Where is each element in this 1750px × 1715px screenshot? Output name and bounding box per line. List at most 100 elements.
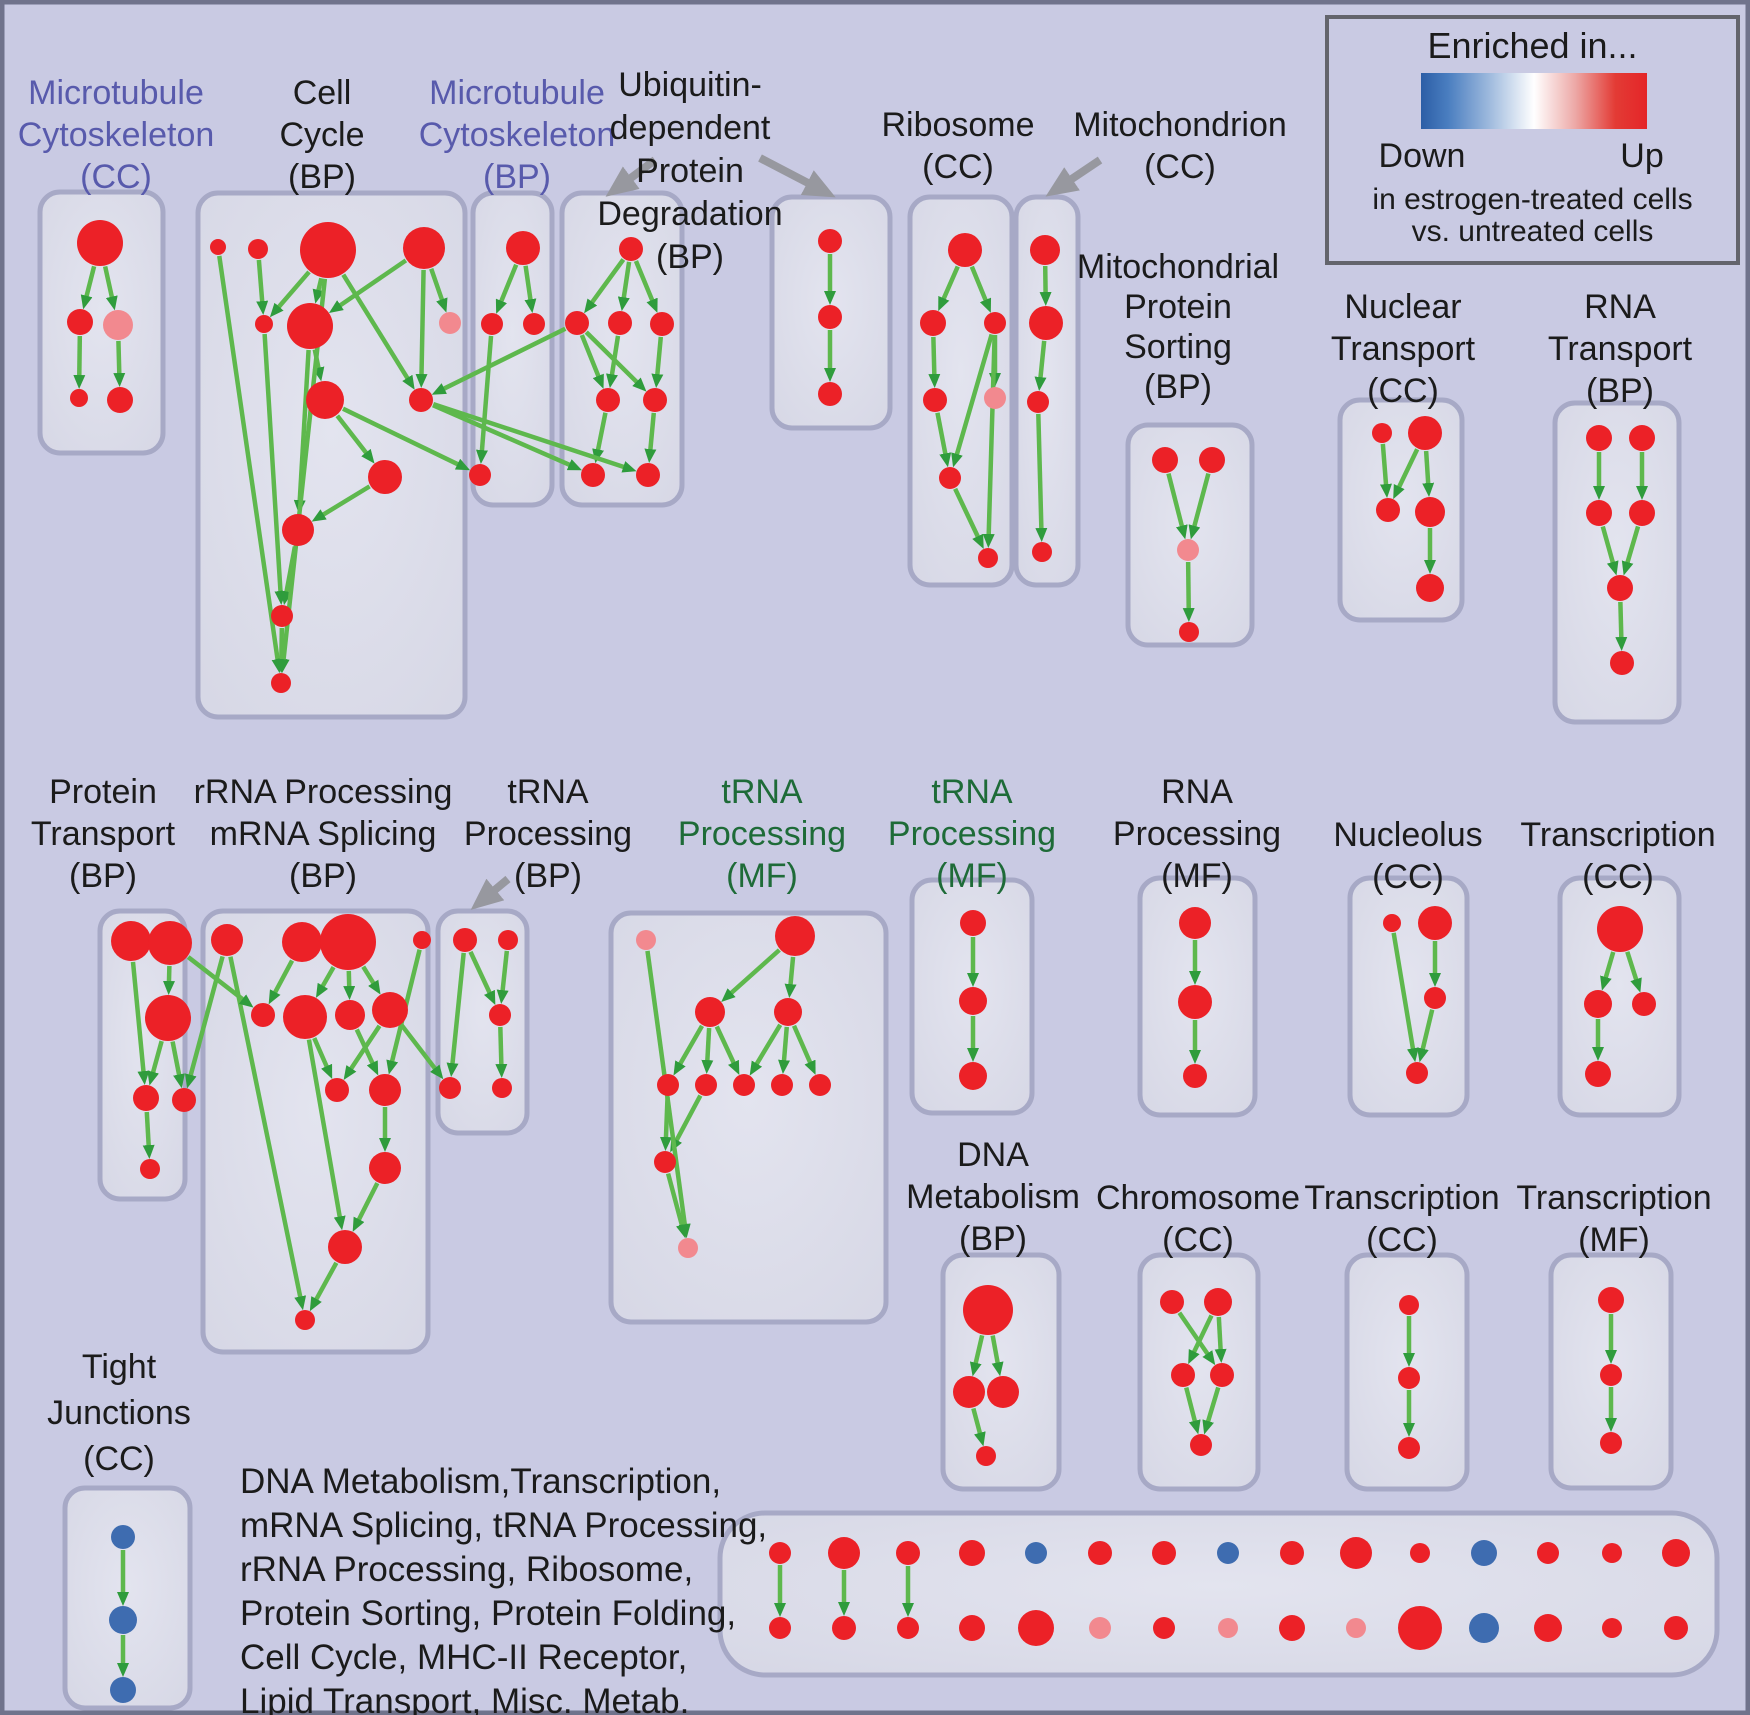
- group-ub_right: [769, 194, 893, 431]
- edge-arrow: [341, 273, 415, 390]
- node: [110, 1677, 136, 1703]
- group-ribosome: [907, 194, 1015, 588]
- node: [608, 311, 632, 335]
- node: [1032, 542, 1052, 562]
- node: [372, 992, 408, 1028]
- node: [1598, 1287, 1624, 1313]
- edge-arrow: [361, 965, 381, 995]
- group-nuclear_transport: [1337, 397, 1465, 623]
- group-nucleolus: [1347, 875, 1470, 1118]
- group-dna_met: [940, 1252, 1062, 1492]
- label-pointer-arrow: [1045, 156, 1103, 197]
- node: [469, 464, 491, 486]
- edge-arrow: [714, 1025, 740, 1076]
- node: [1398, 1606, 1442, 1650]
- node: [1424, 987, 1446, 1009]
- node: [828, 1537, 860, 1569]
- label-trna_bp: tRNA Processing (BP): [463, 773, 633, 895]
- node: [987, 1376, 1019, 1408]
- edge-arrow: [1625, 951, 1642, 993]
- node: [896, 1541, 920, 1565]
- node: [1383, 914, 1401, 932]
- node: [1418, 906, 1452, 940]
- legend-caption-line2: vs. untreated cells: [1411, 215, 1654, 248]
- edge-arrow: [670, 1094, 703, 1153]
- node: [818, 305, 842, 329]
- node: [775, 916, 815, 956]
- node: [654, 1151, 676, 1173]
- node: [111, 1525, 135, 1549]
- edge-arrow: [102, 265, 118, 311]
- node: [733, 1074, 755, 1096]
- group-mito: [1013, 194, 1081, 588]
- edge-arrow: [311, 484, 371, 522]
- node: [210, 239, 226, 255]
- edge-arrow: [969, 265, 992, 313]
- edge-arrow: [312, 1037, 333, 1080]
- node: [596, 388, 620, 412]
- label-mps: Mitochondrial Protein Sorting (BP): [1076, 248, 1280, 406]
- label-rna_transport: RNA Transport (BP): [1547, 288, 1693, 410]
- edge-arrow: [80, 265, 97, 310]
- group-box-mt_cc: [37, 189, 166, 456]
- node: [369, 1152, 401, 1184]
- node: [1415, 497, 1445, 527]
- edge-arrow: [579, 334, 604, 389]
- label-transcription_mf: Transcription (MF): [1516, 1179, 1712, 1259]
- edge-arrow: [399, 1023, 444, 1080]
- node: [1537, 1542, 1559, 1564]
- edge-arrow: [523, 265, 537, 314]
- node: [439, 1077, 461, 1099]
- edge-arrow: [475, 335, 494, 465]
- node: [1399, 1295, 1419, 1315]
- edge-arrow: [1615, 601, 1628, 652]
- node: [657, 1074, 679, 1096]
- node: [1584, 990, 1612, 1018]
- edge-arrow: [1166, 473, 1188, 540]
- node: [581, 463, 605, 487]
- node: [1600, 1432, 1622, 1454]
- label-nuclear_transport: Nuclear Transport (CC): [1330, 288, 1476, 410]
- node: [77, 220, 123, 266]
- node: [1602, 1618, 1622, 1638]
- node: [506, 231, 540, 265]
- edge-arrow: [147, 1040, 164, 1086]
- summary-strip: [717, 1510, 1720, 1678]
- node: [1469, 1613, 1499, 1643]
- edge-arrow: [328, 258, 408, 314]
- group-box-mps: [1125, 422, 1255, 648]
- edge-arrow: [749, 1023, 783, 1076]
- node: [1600, 1364, 1622, 1386]
- edge-arrow: [342, 406, 471, 471]
- node: [1607, 575, 1633, 601]
- group-chromosome: [1137, 1252, 1261, 1492]
- node: [481, 313, 503, 335]
- node: [678, 1238, 698, 1258]
- node: [248, 239, 268, 259]
- node: [1030, 235, 1060, 265]
- node: [1089, 1617, 1111, 1639]
- group-rrna: [200, 908, 431, 1355]
- group-protein_transport: [97, 908, 196, 1202]
- node: [1632, 992, 1656, 1016]
- group-mps: [1125, 422, 1255, 648]
- edge-arrow: [606, 335, 621, 389]
- label-trna_mf_big: tRNA Processing (MF): [677, 773, 847, 895]
- label-pointer-arrow: [758, 154, 836, 198]
- edge-arrow: [1034, 340, 1047, 392]
- node: [1406, 1062, 1428, 1084]
- node: [328, 1230, 362, 1264]
- group-trna_mf_big: [608, 910, 889, 1325]
- edge-arrow: [415, 269, 428, 389]
- group-trna_mf_small: [909, 877, 1035, 1116]
- node: [1610, 651, 1634, 675]
- node: [1178, 985, 1212, 1019]
- group-transcription_cc_mid: [1557, 875, 1682, 1118]
- group-box-tight_junctions: [62, 1485, 193, 1711]
- group-rna_transport: [1552, 400, 1682, 725]
- group-tight_junctions: [62, 1485, 193, 1711]
- node: [948, 233, 982, 267]
- edge-arrow: [73, 335, 86, 390]
- node: [1177, 539, 1199, 561]
